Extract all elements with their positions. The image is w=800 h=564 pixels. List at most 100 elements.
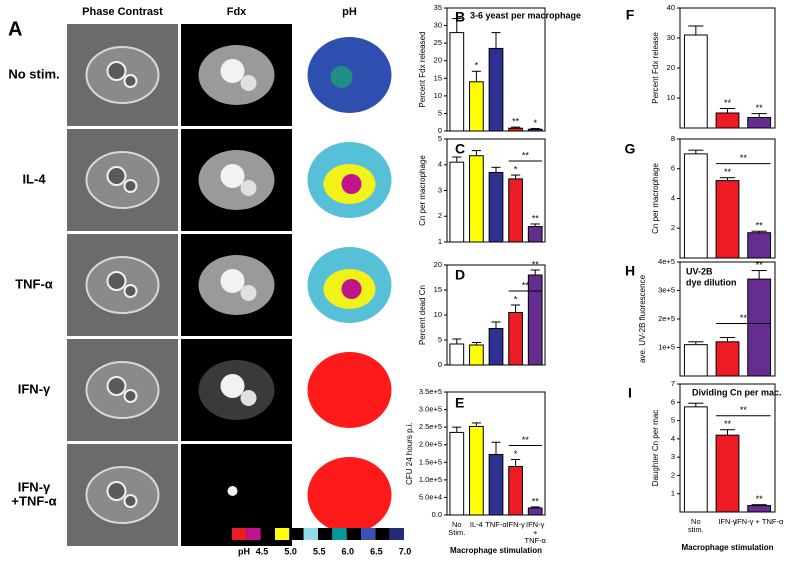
y-tick-label: 20 [667,63,675,72]
ph-map [307,352,392,428]
vacuole [106,166,127,186]
y-tick-label: 5 [438,108,442,117]
x-tick-label: + [533,528,538,537]
y-axis-title: Cn per macrophage [651,163,660,234]
bar [715,112,740,129]
y-tick-label: 4e+5 [658,257,675,266]
x-tick-label: IFN-γ [526,520,545,529]
x-tick-label: TNF-α [524,536,546,545]
y-tick-label: 2.0e+5 [419,440,442,449]
phagosome [220,374,245,398]
significance-label: ** [756,103,764,113]
significance-label: * [514,294,518,304]
y-tick-label: 40 [667,3,675,12]
x-axis-title: Macrophage stimulation [681,543,773,552]
bar [683,344,708,377]
y-tick-label: 0.0 [432,510,442,519]
ph-spot [330,66,353,88]
y-tick-label: 20 [434,56,442,65]
ph-color-swatch [318,528,333,540]
bar [469,425,484,516]
x-tick-label: No [452,520,462,529]
significance-label: * [514,449,518,459]
ph-color-swatch [375,528,390,540]
comparison-label: ** [740,313,748,323]
panel-annotation: UV-2B [686,266,713,276]
y-tick-label: 1 [671,489,675,498]
vacuole [106,376,127,396]
ph-color-swatch [289,528,304,540]
ph-spot [341,174,362,194]
panel-label: A [8,18,22,40]
y-tick-label: 3.5e+5 [419,387,442,396]
comparison-label: ** [522,435,530,445]
bar [715,341,740,377]
x-axis-title: Macrophage stimulation [450,546,542,555]
bar [747,505,772,513]
y-tick-label: 10 [434,310,442,319]
y-tick-label: 2e+5 [658,314,675,323]
y-tick-label: 2 [671,470,675,479]
ph-tick-label: 5.5 [313,546,326,556]
y-tick-label: 15 [434,285,442,294]
x-tick-label: IFN-γ + TNF-α [735,517,784,526]
ph-tick-label: 6.0 [342,546,355,556]
y-tick-label: 25 [434,38,442,47]
bar [469,155,484,243]
bar [488,328,504,366]
column-header: Fdx [227,6,247,18]
bar [527,128,543,132]
vacuole [106,481,127,501]
significance-label: ** [532,259,540,269]
bar [508,127,523,132]
panel-annotation: Dividing Cn per mac. [692,387,782,397]
significance-label: * [475,61,479,71]
y-tick-label: 5 [438,335,442,344]
y-tick-label: 0 [438,126,442,135]
comparison-label: ** [522,280,530,290]
significance-label: ** [756,494,764,504]
phagosome [227,486,238,496]
phagosome [220,59,245,83]
bar [683,153,708,259]
x-tick-label: IFN-γ [506,520,525,529]
comparison-label: ** [522,150,530,160]
panel-label: E [455,395,464,411]
ph-color-swatch [346,528,361,540]
y-tick-label: 6 [671,397,675,406]
vacuole [123,494,138,508]
ph-color-swatch [361,528,376,540]
bar [683,34,708,129]
bar [527,274,543,366]
y-tick-label: 0 [438,360,442,369]
y-tick-label: 4 [671,434,675,443]
x-tick-label: TNF-α [485,520,507,529]
y-axis-title: Percent Fdx released [418,31,427,107]
significance-label: * [533,118,537,128]
y-tick-label: 3 [671,452,675,461]
column-header: pH [342,6,357,18]
y-tick-label: 3e+5 [658,285,675,294]
y-tick-label: 10 [434,91,442,100]
row-label: IL-4 [22,171,46,186]
ph-color-swatch [332,528,347,540]
significance-label: * [514,164,518,174]
row-label: No stim. [8,66,59,81]
y-tick-label: 2 [438,211,442,220]
panel-label: F [626,7,635,23]
column-header: Phase Contrast [82,6,163,18]
y-tick-label: 6 [671,164,675,173]
y-tick-label: 7 [671,379,675,388]
significance-label: ** [532,496,540,506]
bar [747,278,772,377]
y-axis-title: Daughter Cn per mac [651,410,660,486]
ph-color-swatch [303,528,318,540]
panel-label: I [628,385,632,401]
vacuole [123,74,138,88]
panel-label: B [455,9,465,25]
y-axis-title: Percent Fdx release [651,32,660,104]
bar [715,434,740,513]
y-tick-label: 15 [434,73,442,82]
ph-spot [341,279,362,299]
vacuole [123,284,138,298]
